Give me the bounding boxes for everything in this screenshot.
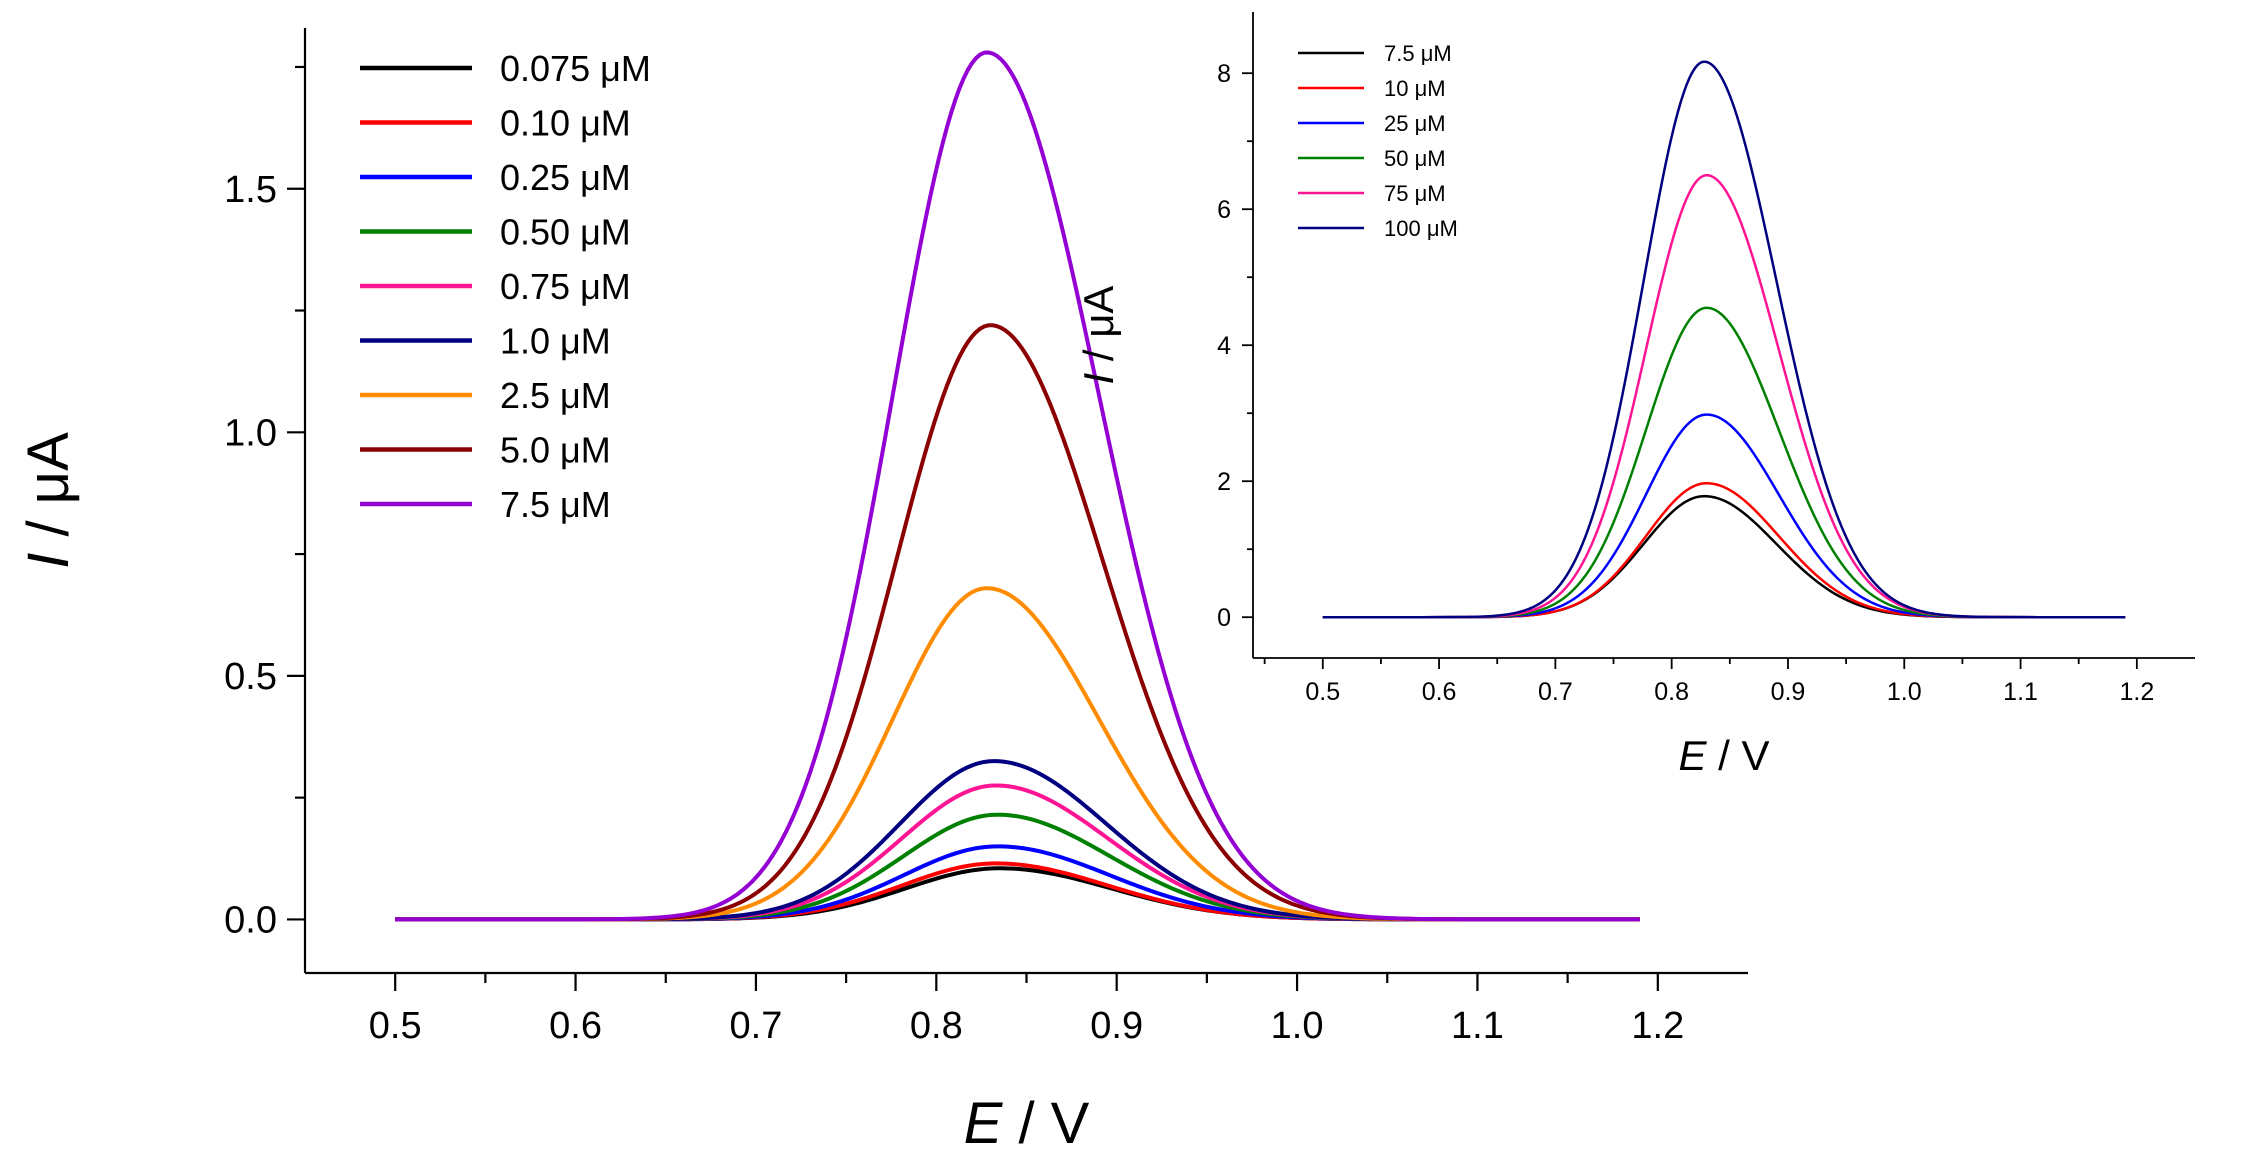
inset-series-line (1322, 413, 2126, 619)
main-y-tick-label: 0.5 (224, 656, 277, 698)
main-legend-label: 0.25 μM (500, 157, 631, 198)
inset-y-tick-label: 4 (1217, 332, 1231, 360)
main-series-line (395, 783, 1640, 922)
main-legend-label: 1.0 μM (500, 320, 611, 361)
main-series-line (395, 861, 1640, 922)
main-series-line (395, 844, 1640, 922)
inset-x-tick-label: 0.7 (1538, 678, 1573, 706)
main-series-line (395, 759, 1640, 922)
main-y-tick-label: 0.0 (224, 900, 277, 942)
inset-x-tick-label: 0.8 (1654, 678, 1689, 706)
main-legend-label: 0.50 μM (500, 211, 631, 252)
main-y-axis-label: I / μA (16, 432, 81, 569)
main-y-tick-label: 1.0 (224, 413, 277, 455)
inset-legend-label: 100 μM (1384, 216, 1458, 241)
inset-x-tick-label: 1.1 (2003, 678, 2038, 706)
inset-legend-label: 50 μM (1384, 146, 1446, 171)
inset-series-line (1322, 174, 2126, 619)
inset-series-line (1322, 494, 2126, 619)
inset-x-tick-label: 0.6 (1422, 678, 1457, 706)
main-x-tick-label: 1.0 (1271, 1005, 1324, 1047)
main-y-tick-label: 1.5 (224, 169, 277, 211)
inset-series-line (1322, 306, 2126, 619)
main-legend-label: 5.0 μM (500, 429, 611, 470)
inset-series-line (1322, 482, 2126, 619)
inset-y-tick-label: 6 (1217, 196, 1231, 224)
main-legend-label: 0.75 μM (500, 266, 631, 307)
inset-legend-label: 10 μM (1384, 76, 1446, 101)
main-x-tick-label: 0.9 (1090, 1005, 1143, 1047)
main-x-axis-label: E / V (964, 1091, 1090, 1156)
inset-x-tick-label: 0.5 (1305, 678, 1340, 706)
main-x-tick-label: 0.6 (549, 1005, 602, 1047)
main-x-tick-label: 0.5 (369, 1005, 422, 1047)
main-series-line (395, 866, 1640, 922)
inset-x-tick-label: 1.2 (2119, 678, 2154, 706)
inset-legend-label: 75 μM (1384, 181, 1446, 206)
main-legend-label: 0.075 μM (500, 48, 651, 89)
inset-chart: 0.5 0.6 0.7 0.8 0.9 1.0 1.1 1.2 0 2 4 6 8 E / V I / μA… (1075, 12, 2195, 779)
inset-legend-label: 25 μM (1384, 111, 1446, 136)
main-x-tick-label: 1.1 (1451, 1005, 1504, 1047)
inset-y-tick-label: 2 (1217, 468, 1231, 496)
inset-x-tick-label: 1.0 (1887, 678, 1922, 706)
main-series-line (395, 50, 1640, 922)
main-x-tick-label: 0.8 (910, 1005, 963, 1047)
inset-legend-label: 7.5 μM (1384, 41, 1452, 66)
main-x-tick-label: 0.7 (730, 1005, 783, 1047)
inset-series-line (1322, 60, 2126, 619)
inset-x-tick-label: 0.9 (1771, 678, 1806, 706)
inset-y-axis-label: I / μA (1075, 286, 1122, 385)
inset-x-axis-label: E / V (1678, 732, 1769, 779)
main-legend-label: 2.5 μM (500, 375, 611, 416)
main-legend-label: 7.5 μM (500, 484, 611, 525)
main-chart: 0.5 0.6 0.7 0.8 0.9 1.0 1.1 1.2 0.0 0.5 1.0 1.5 E / … (16, 28, 1748, 1156)
main-legend-label: 0.10 μM (500, 102, 631, 143)
main-x-tick-label: 1.2 (1631, 1005, 1684, 1047)
inset-y-tick-label: 0 (1217, 604, 1231, 632)
inset-y-tick-label: 8 (1217, 60, 1231, 88)
